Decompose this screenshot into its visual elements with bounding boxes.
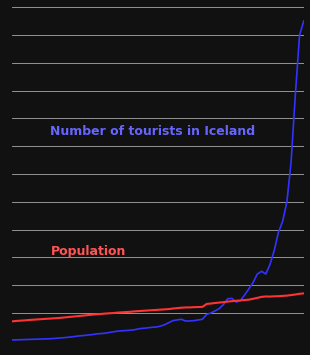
Text: Population: Population — [51, 245, 126, 258]
Text: Number of tourists in Iceland: Number of tourists in Iceland — [51, 125, 255, 138]
